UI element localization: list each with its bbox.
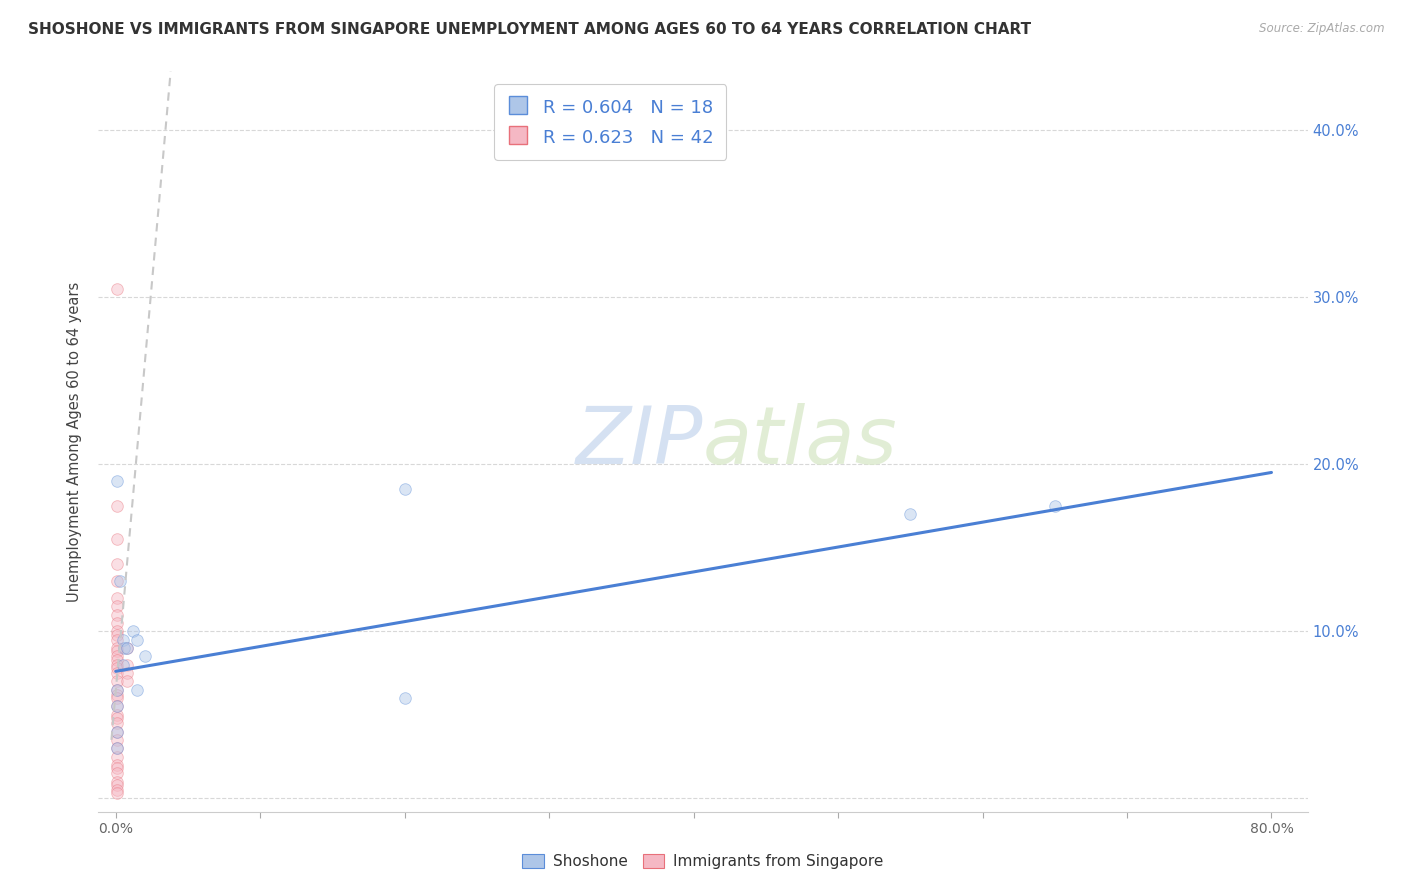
Point	[105, 761, 128, 775]
Point	[117, 640, 139, 655]
Legend: Shoshone, Immigrants from Singapore: Shoshone, Immigrants from Singapore	[516, 848, 890, 875]
Text: Source: ZipAtlas.com: Source: ZipAtlas.com	[1260, 22, 1385, 36]
Point	[105, 607, 128, 622]
Point	[105, 644, 128, 658]
Point	[105, 674, 128, 689]
Point	[394, 482, 416, 496]
Point	[117, 674, 139, 689]
Point	[117, 657, 139, 672]
Point	[105, 699, 128, 714]
Point	[105, 732, 128, 747]
Point	[105, 778, 128, 792]
Legend: R = 0.604   N = 18, R = 0.623   N = 42: R = 0.604 N = 18, R = 0.623 N = 42	[495, 84, 727, 160]
Point	[105, 783, 128, 797]
Point	[105, 749, 128, 764]
Point	[105, 786, 128, 800]
Point	[105, 599, 128, 614]
Point	[105, 688, 128, 702]
Point	[105, 615, 128, 630]
Point	[105, 716, 128, 731]
Text: atlas: atlas	[703, 402, 898, 481]
Point	[105, 282, 128, 296]
Point	[105, 758, 128, 772]
Point	[117, 640, 139, 655]
Point	[105, 766, 128, 780]
Point	[105, 624, 128, 639]
Point	[112, 640, 135, 655]
Point	[105, 724, 128, 739]
Point	[108, 574, 131, 588]
Point	[105, 574, 128, 588]
Point	[105, 699, 128, 714]
Point	[105, 661, 128, 675]
Point	[105, 691, 128, 706]
Point	[105, 657, 128, 672]
Point	[117, 665, 139, 680]
Point	[105, 774, 128, 789]
Point	[105, 707, 128, 722]
Point	[134, 649, 156, 664]
Point	[111, 657, 134, 672]
Point	[1043, 499, 1066, 513]
Point	[105, 640, 128, 655]
Point	[105, 558, 128, 572]
Point	[105, 533, 128, 547]
Point	[105, 665, 128, 680]
Point	[898, 508, 921, 522]
Point	[105, 682, 128, 697]
Point	[105, 474, 128, 488]
Point	[105, 632, 128, 647]
Text: ZIP: ZIP	[575, 402, 703, 481]
Point	[105, 741, 128, 756]
Point	[105, 711, 128, 725]
Y-axis label: Unemployment Among Ages 60 to 64 years: Unemployment Among Ages 60 to 64 years	[67, 281, 83, 602]
Point	[105, 682, 128, 697]
Point	[105, 649, 128, 664]
Point	[105, 653, 128, 667]
Point	[127, 632, 149, 647]
Point	[105, 499, 128, 513]
Point	[111, 632, 134, 647]
Point	[105, 591, 128, 605]
Point	[105, 724, 128, 739]
Point	[394, 691, 416, 706]
Text: SHOSHONE VS IMMIGRANTS FROM SINGAPORE UNEMPLOYMENT AMONG AGES 60 TO 64 YEARS COR: SHOSHONE VS IMMIGRANTS FROM SINGAPORE UN…	[28, 22, 1031, 37]
Point	[127, 682, 149, 697]
Point	[105, 741, 128, 756]
Point	[105, 627, 128, 641]
Point	[122, 624, 145, 639]
